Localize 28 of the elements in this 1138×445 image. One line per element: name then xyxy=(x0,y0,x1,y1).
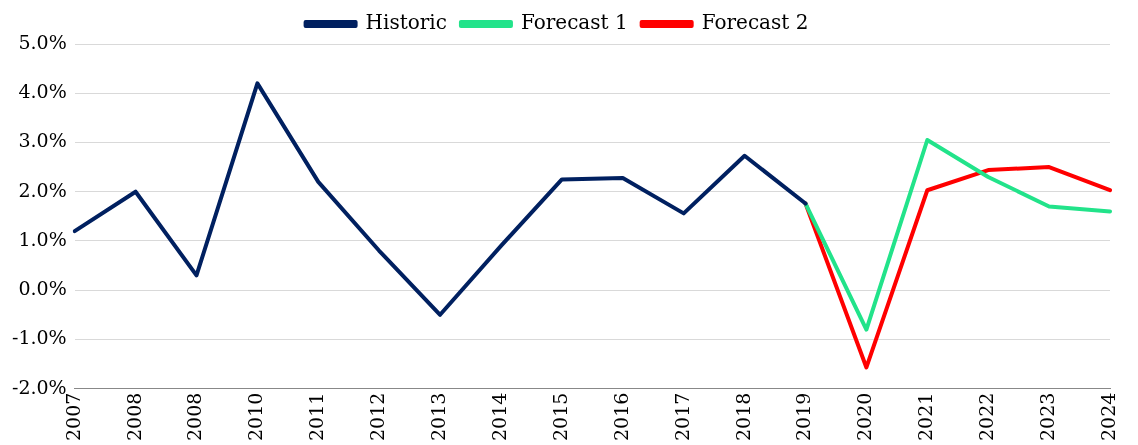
x-tick-label: 2008 xyxy=(122,392,145,442)
legend-label: Historic xyxy=(365,10,447,35)
y-tick-label: 3.0% xyxy=(18,129,67,152)
x-tick-label: 2008 xyxy=(183,392,206,442)
y-tick-label: -2.0% xyxy=(11,375,67,398)
x-tick-label: 2018 xyxy=(731,392,754,442)
x-tick-label: 2022 xyxy=(975,392,998,442)
x-tick-label: 2014 xyxy=(487,392,510,442)
x-tick-label: 2019 xyxy=(792,392,815,442)
y-tick-label: 2.0% xyxy=(18,178,67,201)
x-tick-label: 2024 xyxy=(1096,392,1119,442)
x-tick-label: 2012 xyxy=(366,392,389,442)
x-tick-label: 2021 xyxy=(914,392,937,442)
x-tick-label: 2010 xyxy=(244,392,267,442)
y-tick-label: 0.0% xyxy=(18,277,67,300)
x-tick-label: 2011 xyxy=(305,392,328,442)
x-tick-label: 2015 xyxy=(548,392,571,442)
y-tick-label: 5.0% xyxy=(18,30,67,53)
y-tick-label: -1.0% xyxy=(11,326,67,349)
x-tick-label: 2016 xyxy=(609,392,632,442)
x-tick-label: 2020 xyxy=(853,392,876,442)
x-tick-label: 2017 xyxy=(670,392,693,442)
y-tick-label: 1.0% xyxy=(18,227,67,250)
legend-label: Forecast 1 xyxy=(520,10,628,35)
legend-label: Forecast 2 xyxy=(701,10,809,35)
x-tick-label: 2013 xyxy=(427,392,450,442)
x-tick-label: 2023 xyxy=(1036,392,1059,442)
y-tick-label: 4.0% xyxy=(18,80,67,103)
